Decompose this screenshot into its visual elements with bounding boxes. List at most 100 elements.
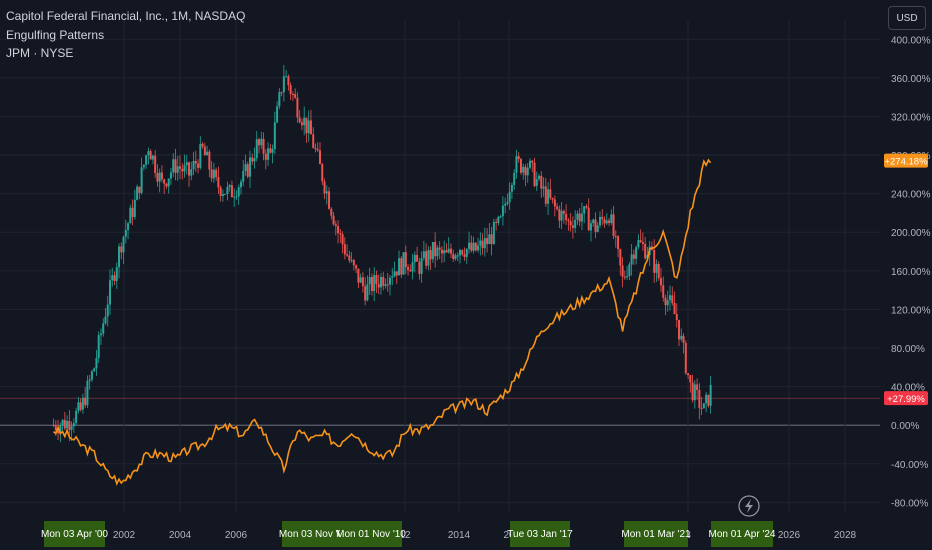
candle bbox=[637, 240, 640, 248]
candle bbox=[188, 162, 191, 176]
candle bbox=[571, 225, 574, 228]
candle bbox=[436, 247, 439, 257]
symbol-title[interactable]: Capitol Federal Financial, Inc., 1M, NAS… bbox=[6, 9, 246, 23]
lightning-icon[interactable] bbox=[738, 495, 760, 517]
candle bbox=[251, 157, 254, 162]
candle bbox=[621, 265, 624, 277]
candle bbox=[610, 214, 613, 223]
event-tag[interactable]: Mon 01 Mar '21 bbox=[621, 521, 691, 547]
candle bbox=[517, 156, 520, 160]
candle bbox=[395, 271, 398, 276]
candle bbox=[705, 394, 708, 404]
event-tag[interactable]: Mon 01 Nov '10 bbox=[336, 521, 406, 547]
compare-series bbox=[52, 158, 712, 486]
x-tick-label: 8 bbox=[685, 530, 691, 541]
candle bbox=[174, 159, 177, 173]
candle bbox=[115, 267, 118, 281]
indicator-label[interactable]: Engulfing Patterns bbox=[6, 28, 105, 42]
candle bbox=[623, 276, 626, 278]
candle bbox=[120, 246, 123, 253]
candle bbox=[673, 302, 676, 315]
candle bbox=[490, 234, 493, 245]
candle bbox=[244, 164, 247, 171]
candle bbox=[289, 85, 292, 94]
y-tick-label: 320.00% bbox=[891, 112, 931, 123]
candle bbox=[249, 157, 251, 177]
y-tick-label: 40.00% bbox=[891, 383, 925, 394]
candle bbox=[104, 316, 107, 324]
candle bbox=[696, 384, 699, 390]
candle bbox=[583, 206, 586, 214]
price-axis[interactable]: 400.00%360.00%320.00%280.00%240.00%200.0… bbox=[884, 35, 931, 509]
candle bbox=[291, 93, 294, 95]
candle bbox=[350, 260, 353, 262]
candle bbox=[298, 117, 301, 123]
candle bbox=[88, 379, 91, 381]
candle bbox=[215, 169, 218, 177]
x-tick-label: 2002 bbox=[113, 530, 136, 541]
event-tag[interactable]: Mon 03 Nov '0 bbox=[279, 521, 343, 547]
candle bbox=[709, 384, 712, 406]
candle bbox=[172, 159, 175, 173]
candle bbox=[309, 120, 312, 135]
candle bbox=[296, 97, 299, 118]
candle bbox=[675, 314, 678, 320]
candle bbox=[59, 425, 62, 434]
y-tick-label: 0.00% bbox=[891, 421, 919, 432]
candle bbox=[305, 117, 308, 134]
event-tag[interactable]: Tue 03 Jan '17 bbox=[507, 521, 573, 547]
candle bbox=[479, 240, 482, 246]
candle bbox=[472, 242, 475, 251]
candle bbox=[364, 286, 367, 301]
candle bbox=[691, 382, 694, 401]
x-tick-label: 2004 bbox=[169, 530, 192, 541]
candle bbox=[384, 284, 387, 286]
candle bbox=[52, 425, 55, 427]
candle bbox=[145, 155, 148, 165]
candle bbox=[379, 276, 382, 288]
candle bbox=[684, 342, 687, 374]
candle bbox=[68, 421, 71, 430]
candle bbox=[122, 236, 125, 253]
candle bbox=[183, 165, 186, 172]
candle bbox=[156, 173, 159, 182]
candle bbox=[160, 172, 163, 180]
candle bbox=[617, 236, 620, 250]
cffn-last-badge: +27.99% bbox=[884, 391, 928, 406]
candle bbox=[447, 248, 450, 253]
candle bbox=[262, 138, 265, 154]
candle bbox=[226, 186, 229, 195]
candle bbox=[210, 169, 213, 179]
compare-symbol-label[interactable]: JPM · NYSE bbox=[6, 46, 74, 60]
candle bbox=[400, 258, 403, 275]
candle bbox=[542, 186, 545, 189]
candle bbox=[562, 210, 565, 214]
candle bbox=[438, 247, 441, 250]
event-tag[interactable]: Mon 01 Apr '24 bbox=[709, 521, 775, 547]
candle bbox=[465, 248, 468, 257]
candle bbox=[443, 250, 446, 254]
candle bbox=[106, 304, 109, 317]
candle bbox=[707, 394, 710, 406]
candle bbox=[169, 172, 172, 179]
candle bbox=[300, 122, 303, 126]
candle bbox=[307, 120, 310, 134]
candle bbox=[612, 214, 615, 236]
candle bbox=[481, 240, 484, 249]
candle bbox=[339, 233, 342, 235]
candle bbox=[337, 226, 340, 234]
event-tag[interactable]: Mon 03 Apr '00 bbox=[41, 521, 108, 547]
y-tick-label: 400.00% bbox=[891, 35, 931, 46]
candle bbox=[461, 250, 464, 255]
candle bbox=[181, 168, 184, 172]
candle bbox=[278, 92, 281, 107]
y-tick-label: 160.00% bbox=[891, 267, 931, 278]
x-tick-label: 12 bbox=[399, 530, 411, 541]
candle bbox=[348, 255, 351, 261]
time-axis[interactable]: 2002 2004 2006 12 2014 20 8 2026 2028 bbox=[0, 517, 932, 550]
candle bbox=[321, 164, 324, 182]
currency-button[interactable]: USD bbox=[888, 6, 926, 30]
candle bbox=[614, 235, 617, 237]
candle bbox=[628, 264, 631, 277]
